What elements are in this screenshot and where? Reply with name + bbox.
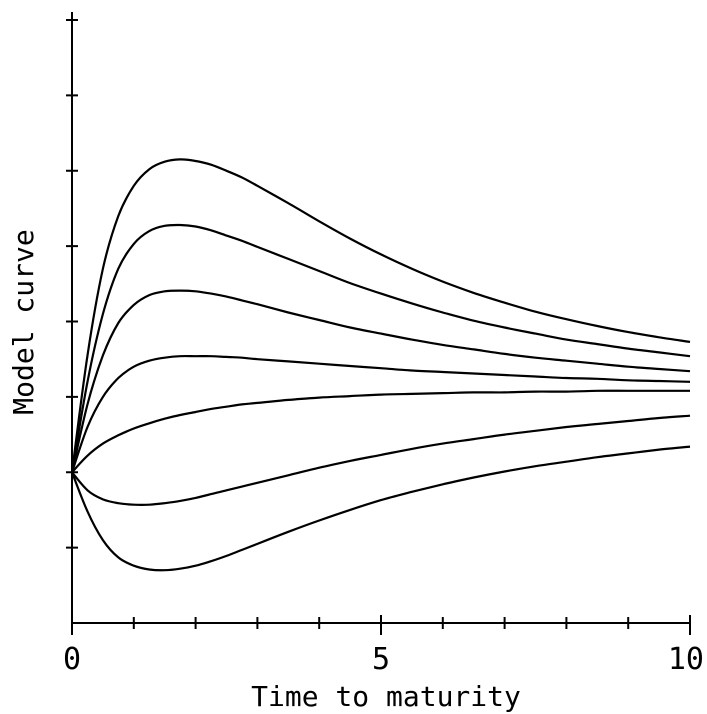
curves-group [70,158,691,572]
model-curve-3 [70,289,691,473]
ticks-group [66,19,691,635]
axes [71,12,690,624]
model-curve-2 [70,223,691,473]
x-axis-label: Time to maturity [251,680,521,713]
x-tick-label-1: 5 [372,642,390,677]
y-axis-label: Model curve [7,229,40,414]
x-tick-label-2: 10 [668,642,704,677]
model-curve-1 [70,158,691,473]
model-curve-6 [71,414,691,506]
model-curve-5 [71,389,690,474]
x-tick-label-0: 0 [63,642,81,677]
model-curve-7 [70,445,691,572]
tick-labels-group: 0 5 10 [63,642,704,677]
model-curve-4 [70,354,691,473]
